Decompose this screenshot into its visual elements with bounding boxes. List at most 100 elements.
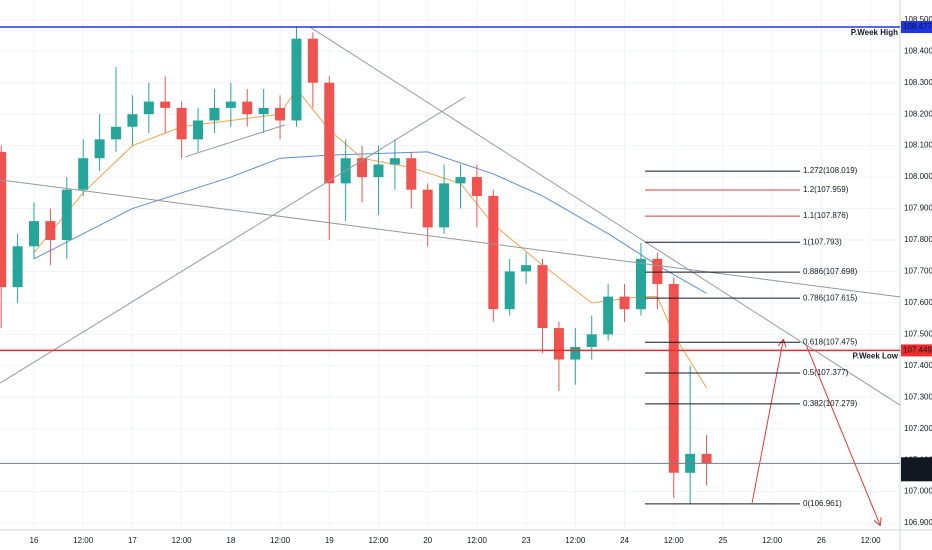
candle-body bbox=[586, 334, 597, 347]
y-tick-label: 108.500 bbox=[904, 15, 932, 24]
candle-body bbox=[389, 158, 400, 165]
candle-body bbox=[307, 38, 318, 83]
candle-body bbox=[12, 246, 23, 288]
trend-line bbox=[309, 26, 901, 406]
candle-body bbox=[504, 271, 515, 310]
y-tick-label: 108.000 bbox=[904, 172, 932, 181]
x-tick-label: 12:00 bbox=[270, 536, 291, 545]
x-tick-label: 12:00 bbox=[368, 536, 389, 545]
y-tick-label: 107.600 bbox=[904, 298, 932, 307]
y-tick-label: 107.300 bbox=[904, 392, 932, 401]
fib-label: 1.2(107.959) bbox=[803, 185, 849, 194]
trend-line bbox=[0, 179, 901, 298]
candle-body bbox=[28, 221, 39, 247]
fib-label: 0.618(107.475) bbox=[803, 337, 858, 346]
candle-body bbox=[701, 453, 712, 464]
fib-label: 0.382(107.279) bbox=[803, 399, 858, 408]
x-tick-label: 12:00 bbox=[565, 536, 586, 545]
candle-body bbox=[176, 107, 187, 140]
fib-label: 0.5(107.377) bbox=[803, 368, 849, 377]
y-tick-label: 107.800 bbox=[904, 235, 932, 244]
candle-body bbox=[78, 158, 89, 190]
candle-body bbox=[570, 346, 581, 360]
fib-label: 1.272(108.019) bbox=[803, 166, 858, 175]
x-tick-label: 17 bbox=[128, 536, 137, 545]
price-tag bbox=[901, 344, 932, 357]
y-tick-label: 107.400 bbox=[904, 361, 932, 370]
x-tick-label: 23 bbox=[522, 536, 531, 545]
candle-body bbox=[45, 221, 56, 240]
level-name: P.Week High bbox=[851, 28, 898, 37]
candle-body bbox=[668, 284, 679, 473]
y-tick-label: 108.200 bbox=[904, 109, 932, 118]
x-tick-label: 25 bbox=[719, 536, 728, 545]
price-tag-label: 107.090 bbox=[903, 458, 932, 467]
y-tick-label: 107.200 bbox=[904, 424, 932, 433]
x-tick-label: 18 bbox=[226, 536, 235, 545]
candle-body bbox=[406, 158, 417, 190]
candle-body bbox=[373, 164, 384, 178]
x-tick-label: 12:00 bbox=[467, 536, 488, 545]
trend-line bbox=[0, 96, 466, 384]
candle-body bbox=[94, 139, 105, 159]
candle-body bbox=[652, 258, 663, 285]
x-tick-label: 24 bbox=[620, 536, 629, 545]
candle-body bbox=[471, 177, 482, 196]
y-tick-label: 108.100 bbox=[904, 141, 932, 150]
candle-body bbox=[258, 107, 269, 115]
candle-body bbox=[193, 120, 204, 140]
price-tag bbox=[901, 21, 932, 34]
arrow bbox=[751, 340, 783, 504]
x-tick-label: 12:00 bbox=[172, 536, 193, 545]
candle-body bbox=[275, 107, 286, 121]
trend-line bbox=[184, 124, 286, 158]
x-tick-label: 12:00 bbox=[73, 536, 94, 545]
candle-body bbox=[635, 258, 646, 310]
x-tick-label: 19 bbox=[325, 536, 334, 545]
y-tick-label: 108.400 bbox=[904, 46, 932, 55]
candle-body bbox=[422, 189, 433, 228]
candle-body bbox=[553, 328, 564, 360]
fib-label: 1.1(107.876) bbox=[803, 211, 849, 220]
level-name: P.Week Low bbox=[853, 352, 899, 361]
y-tick-label: 107.700 bbox=[904, 267, 932, 276]
candle-body bbox=[521, 265, 532, 272]
candle-body bbox=[439, 183, 450, 228]
moving-average bbox=[33, 151, 707, 294]
countdown: 20:29 bbox=[905, 469, 926, 478]
x-tick-label: 26 bbox=[817, 536, 826, 545]
candle-body bbox=[61, 189, 72, 240]
x-tick-label: 12:00 bbox=[861, 536, 882, 545]
candle-body bbox=[291, 38, 302, 121]
candle-body bbox=[0, 151, 7, 288]
y-tick-label: 107.500 bbox=[904, 329, 932, 338]
candle-body bbox=[127, 114, 138, 127]
x-tick-label: 20 bbox=[423, 536, 432, 545]
candle-body bbox=[324, 82, 335, 184]
x-tick-label: 12:00 bbox=[762, 536, 783, 545]
candle-body bbox=[455, 177, 466, 184]
y-tick-label: 107.900 bbox=[904, 204, 932, 213]
price-tag bbox=[901, 457, 932, 482]
candle-body bbox=[603, 296, 614, 335]
candle-body bbox=[537, 265, 548, 329]
arrow bbox=[805, 344, 880, 525]
candle-body bbox=[357, 158, 368, 178]
y-tick-label: 108.300 bbox=[904, 78, 932, 87]
candle-body bbox=[242, 101, 253, 115]
candle-body bbox=[619, 296, 630, 310]
candle-body bbox=[160, 101, 171, 108]
y-tick-label: 107.000 bbox=[904, 487, 932, 496]
candle-body bbox=[225, 101, 236, 108]
candle-body bbox=[111, 126, 122, 140]
x-tick-label: 12:00 bbox=[664, 536, 685, 545]
fib-label: 0(106.961) bbox=[803, 499, 842, 508]
candle-body bbox=[209, 107, 220, 121]
fib-label: 0.786(107.615) bbox=[803, 293, 858, 302]
x-tick-label: 16 bbox=[30, 536, 39, 545]
fib-label: 0.886(107.698) bbox=[803, 267, 858, 276]
fib-label: 1(107.793) bbox=[803, 237, 842, 246]
y-tick-label: 106.900 bbox=[904, 518, 932, 527]
